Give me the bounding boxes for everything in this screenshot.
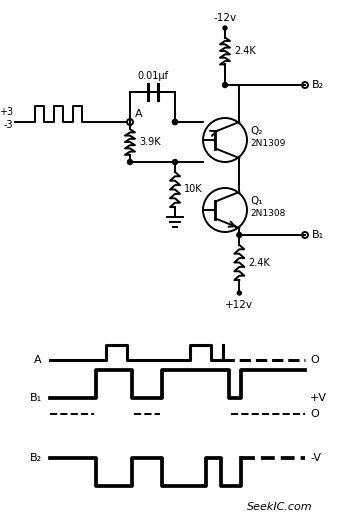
Text: -V: -V [310, 453, 321, 463]
Circle shape [172, 160, 178, 164]
Text: 0.01μf: 0.01μf [137, 71, 168, 81]
Text: B₁: B₁ [30, 393, 42, 403]
Circle shape [172, 119, 178, 125]
Text: +V: +V [310, 393, 327, 403]
Circle shape [127, 160, 132, 164]
Text: 3.9K: 3.9K [139, 137, 161, 147]
Text: B₂: B₂ [30, 453, 42, 463]
Text: 2N1308: 2N1308 [250, 208, 285, 218]
Text: A: A [135, 109, 143, 119]
Text: Q₂: Q₂ [250, 126, 263, 136]
Text: 10K: 10K [184, 185, 203, 194]
Circle shape [237, 233, 242, 237]
Text: 2.4K: 2.4K [248, 257, 270, 267]
Text: 2N1309: 2N1309 [250, 139, 285, 147]
Circle shape [223, 26, 227, 30]
Text: O: O [310, 355, 319, 365]
Text: -3: -3 [4, 120, 13, 130]
Text: 2.4K: 2.4K [234, 46, 256, 56]
Text: +12v: +12v [225, 300, 253, 310]
Circle shape [172, 119, 178, 125]
Text: B₂: B₂ [312, 80, 324, 90]
Text: +3: +3 [0, 107, 13, 117]
Circle shape [223, 83, 227, 87]
Text: B₁: B₁ [312, 230, 324, 240]
Text: A: A [34, 355, 42, 365]
Circle shape [237, 291, 241, 295]
Text: O: O [310, 409, 319, 419]
Text: Q₁: Q₁ [250, 196, 263, 206]
Text: SeekIC.com: SeekIC.com [247, 502, 313, 512]
Text: -12v: -12v [213, 13, 237, 23]
